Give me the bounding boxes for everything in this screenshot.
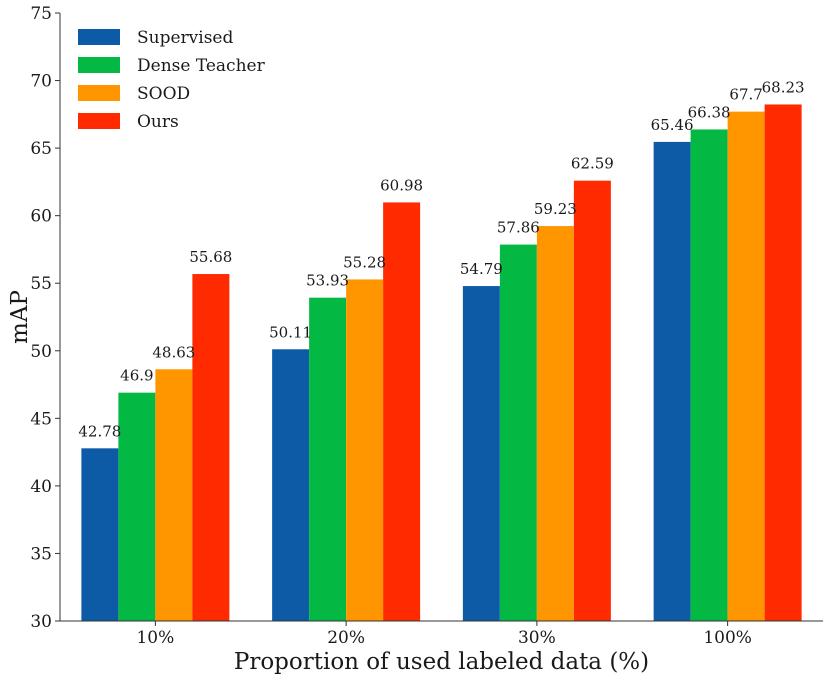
data-label: 53.93 xyxy=(306,272,349,290)
bar-ours-0 xyxy=(192,274,230,621)
data-label: 59.23 xyxy=(534,200,577,218)
legend-label: Supervised xyxy=(137,28,233,48)
bars xyxy=(81,104,802,622)
bar-supervised-3 xyxy=(653,141,691,621)
y-tick-label: 45 xyxy=(30,409,52,429)
legend-label: Ours xyxy=(137,112,179,132)
y-tick-label: 75 xyxy=(30,4,52,24)
y-tick-label: 65 xyxy=(30,139,52,159)
data-label: 54.79 xyxy=(460,260,503,278)
data-label: 66.38 xyxy=(688,103,731,121)
bar-supervised-1 xyxy=(272,349,310,621)
legend-swatch xyxy=(78,29,120,45)
legend-label: Dense Teacher xyxy=(137,56,266,76)
x-tick-label: 100% xyxy=(703,628,752,648)
bar-ours-3 xyxy=(764,104,802,622)
y-axis-title: mAP xyxy=(7,290,33,344)
x-tick-label: 30% xyxy=(518,628,556,648)
legend-swatch xyxy=(78,113,120,129)
x-tick-label: 20% xyxy=(327,628,365,648)
bar-ours-2 xyxy=(573,180,611,621)
data-label: 55.68 xyxy=(189,248,232,266)
y-tick-label: 50 xyxy=(30,342,52,362)
bar-dense-teacher-0 xyxy=(118,392,156,621)
bar-dense-teacher-2 xyxy=(499,244,537,621)
bar-sood-2 xyxy=(536,226,574,621)
data-label: 57.86 xyxy=(497,219,540,237)
legend-swatch xyxy=(78,85,120,101)
data-label: 48.63 xyxy=(152,343,195,361)
y-tick-label: 30 xyxy=(30,612,52,632)
bar-ours-1 xyxy=(383,202,421,621)
data-label: 60.98 xyxy=(380,176,423,194)
data-label: 46.9 xyxy=(120,367,153,385)
bar-supervised-0 xyxy=(81,448,119,621)
y-tick-label: 40 xyxy=(30,477,52,497)
data-label: 67.7 xyxy=(729,86,762,104)
bar-supervised-2 xyxy=(462,286,500,621)
bar-sood-3 xyxy=(727,111,765,622)
data-label: 65.46 xyxy=(651,116,694,134)
x-axis-title: Proportion of used labeled data (%) xyxy=(234,649,649,675)
data-label: 62.59 xyxy=(571,155,614,173)
data-label: 55.28 xyxy=(343,253,386,271)
bar-sood-0 xyxy=(155,369,193,621)
legend-swatch xyxy=(78,57,120,73)
bar-dense-teacher-1 xyxy=(309,297,347,621)
y-tick-label: 35 xyxy=(30,544,52,564)
x-tick-label: 10% xyxy=(136,628,174,648)
bar-sood-1 xyxy=(346,279,384,621)
data-label: 68.23 xyxy=(762,78,805,96)
y-tick-label: 60 xyxy=(30,207,52,227)
y-axis-ticks: 30 35 40 45 50 55 60 65 70 75 xyxy=(30,4,60,632)
y-tick-label: 55 xyxy=(30,274,52,294)
data-label: 42.78 xyxy=(78,422,121,440)
y-tick-label: 70 xyxy=(30,72,52,92)
data-label: 50.11 xyxy=(269,323,312,341)
bar-dense-teacher-3 xyxy=(690,129,728,622)
legend-label: SOOD xyxy=(137,84,190,104)
axes: 10% 20% 30% 100% xyxy=(59,13,823,648)
legend: Supervised Dense Teacher SOOD Ours xyxy=(78,28,266,132)
